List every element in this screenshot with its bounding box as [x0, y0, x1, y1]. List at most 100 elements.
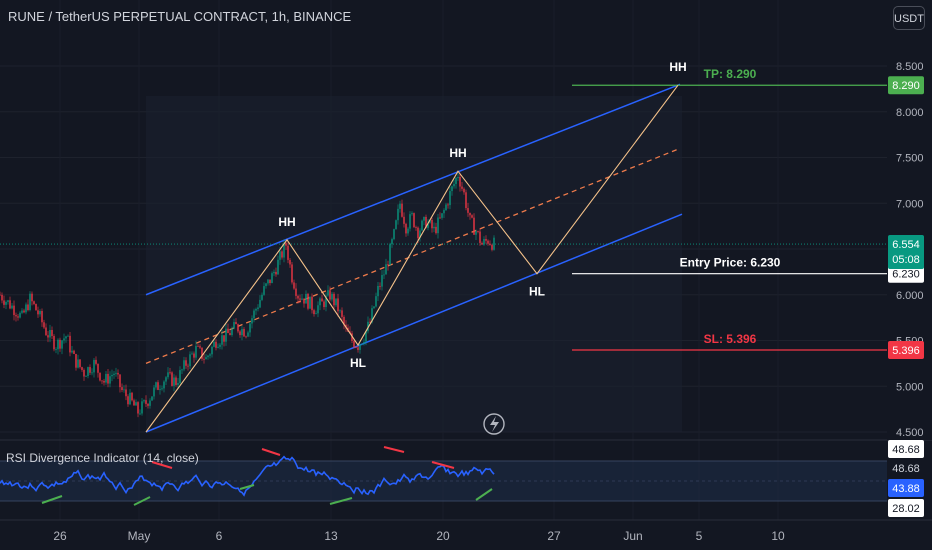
candle-body [185, 360, 187, 366]
candle-body [227, 328, 229, 334]
candle-body [163, 381, 165, 389]
candle-body [263, 286, 265, 295]
candle-body [1, 294, 3, 301]
candle-body [69, 335, 71, 353]
candle-body [257, 307, 259, 309]
candle-body [179, 370, 181, 384]
candle-body [205, 357, 207, 360]
candle-body [451, 186, 453, 192]
zigzag-line [145, 84, 679, 433]
candle-body [189, 354, 191, 367]
candle-body [123, 389, 125, 391]
candle-body [77, 359, 79, 368]
price-tick-label: 4.500 [896, 427, 924, 439]
candle-body [61, 340, 63, 349]
time-axis[interactable]: 26 May 6 13 20 27 Jun 5 10 [0, 519, 932, 543]
level-tag-label: 6.230 [892, 269, 920, 281]
candle-body [311, 296, 313, 311]
rsi-tick-label: 28.02 [892, 503, 920, 515]
price-tags: 8.290 6.230 5.396 6.554 05:08 [888, 76, 924, 360]
candle-body [21, 310, 23, 313]
candle-body [439, 217, 441, 219]
candle-body [373, 306, 375, 309]
candle-body [407, 228, 409, 234]
candle-body [169, 372, 171, 374]
candle-body [49, 329, 51, 338]
candle-body [363, 341, 365, 344]
candle-body [337, 298, 339, 312]
candle-body [441, 213, 443, 218]
candle-body [239, 331, 241, 336]
rsi-axis[interactable]: 48.68 48.68 43.88 28.02 [887, 440, 932, 520]
candle-body [209, 354, 211, 356]
candle-body [23, 310, 25, 313]
candle-body [29, 293, 31, 311]
candle-body [481, 242, 483, 245]
candle-body [15, 315, 17, 317]
candle-body [125, 389, 127, 397]
candle-body [417, 227, 419, 238]
candle-body [249, 323, 251, 333]
candle-body [113, 373, 115, 375]
candle-body [151, 396, 153, 401]
candle-body [243, 329, 245, 337]
candle-body [71, 350, 73, 353]
candle-body [421, 220, 423, 231]
candle-body [171, 372, 173, 386]
candle-body [217, 346, 219, 348]
candle-body [425, 216, 427, 228]
candle-body [483, 238, 485, 245]
last-price-label: 6.554 [892, 239, 920, 251]
time-tick-label: 10 [771, 529, 785, 543]
rsi-title: RSI Divergence Indicator (14, close) [6, 451, 199, 465]
currency-button[interactable]: USDT [893, 6, 925, 30]
candle-body [445, 204, 447, 211]
candle-body [273, 271, 275, 274]
candle-body [155, 382, 157, 388]
candle-body [317, 305, 319, 314]
candle-body [191, 353, 193, 355]
candle-body [11, 305, 13, 309]
candle-body [305, 293, 307, 304]
time-tick-label: May [128, 529, 151, 543]
wave-label: HH [278, 215, 295, 229]
candle-body [473, 217, 475, 235]
candle-body [121, 387, 123, 391]
candle-body [31, 293, 33, 302]
candle-body [459, 177, 461, 187]
candle-body [281, 251, 283, 258]
candle-body [213, 341, 215, 347]
candle-body [301, 298, 303, 300]
candle-body [403, 216, 405, 224]
candle-body [427, 222, 429, 228]
rsi-bearish-divergence [383, 446, 405, 453]
candle-body [3, 300, 5, 305]
candle-body [115, 372, 117, 374]
candle-body [457, 177, 459, 179]
time-tick-label: 13 [324, 529, 338, 543]
candle-body [107, 373, 109, 384]
channel-lower-line [145, 213, 683, 433]
candle-body [133, 400, 135, 406]
candle-body [219, 344, 221, 347]
wave-labels: HH HL HH HL HH [278, 60, 686, 370]
price-axis[interactable]: 8.5008.0007.5007.0006.5006.0005.5005.000… [887, 0, 932, 440]
candle-body [247, 332, 249, 337]
chart-title: RUNE / TetherUS PERPETUAL CONTRACT, 1h, … [8, 9, 352, 24]
candle-body [269, 279, 271, 284]
replay-icon[interactable] [483, 413, 505, 435]
candle-body [267, 279, 269, 284]
candle-body [343, 316, 345, 325]
candle-body [489, 243, 491, 245]
candle-body [253, 310, 255, 319]
candle-body [25, 304, 27, 313]
candle-body [131, 392, 133, 401]
candle-body [135, 402, 137, 406]
candle-body [111, 374, 113, 377]
rsi-tick-label: 43.88 [892, 483, 920, 495]
candle-body [39, 310, 41, 315]
candle-body [303, 298, 305, 304]
candle-body [401, 203, 403, 217]
time-tick-label: Jun [623, 529, 642, 543]
candle-body [53, 335, 55, 350]
